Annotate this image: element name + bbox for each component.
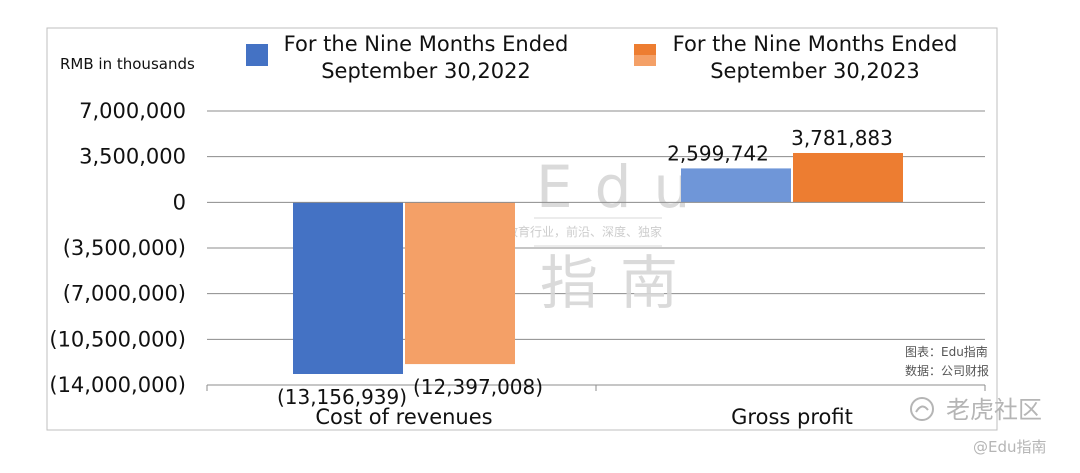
category-label: Cost of revenues <box>315 405 492 429</box>
data-labels: (13,156,939) (12,397,008) 2,599,742 3,781,8… <box>277 126 893 409</box>
bar <box>293 202 403 375</box>
legend-swatch-2022 <box>246 44 268 66</box>
y-tick-label: (10,500,000) <box>49 327 186 351</box>
watermark-edu: Edu <box>536 153 712 221</box>
legend-swatch-2023-bottom <box>634 55 656 66</box>
brand-logo-icon <box>910 397 934 421</box>
source-note-line2: 数据：公司财报 <box>905 363 989 378</box>
bar <box>681 168 791 203</box>
legend-label-2022-line1: For the Nine Months Ended <box>284 32 569 56</box>
chart-frame <box>46 27 998 431</box>
brand-logo-swirl <box>915 405 929 413</box>
data-label: 3,781,883 <box>791 126 893 150</box>
data-label: (13,156,939) <box>277 385 407 409</box>
y-axis: 7,000,000 3,500,000 0 (3,500,000) (7,000,000… <box>49 99 186 397</box>
unit-label: RMB in thousands <box>60 55 195 73</box>
brand-mark: 老虎社区 @Edu指南 <box>910 396 1047 456</box>
y-tick-label: 3,500,000 <box>79 145 186 169</box>
bar <box>405 202 515 365</box>
data-label: 2,599,742 <box>667 141 769 165</box>
bars <box>293 152 903 375</box>
legend-swatch-2023-top <box>634 44 656 55</box>
category-labels: Cost of revenues Gross profit <box>315 405 852 429</box>
brand-name: 老虎社区 <box>946 396 1042 424</box>
legend: For the Nine Months Ended September 30,2… <box>246 32 957 83</box>
brand-handle: @Edu指南 <box>973 438 1047 456</box>
legend-label-2022-line2: September 30,2022 <box>321 59 531 83</box>
legend-label-2023-line1: For the Nine Months Ended <box>673 32 958 56</box>
watermark: Edu 教育行业，前沿、深度、独家 指南 <box>506 153 712 317</box>
y-tick-label: 0 <box>173 190 186 214</box>
data-label: (12,397,008) <box>413 375 543 399</box>
bar <box>793 152 903 203</box>
category-label: Gross profit <box>731 405 853 429</box>
y-tick-label: 7,000,000 <box>79 99 186 123</box>
watermark-zhinan: 指南 <box>540 249 700 317</box>
y-tick-label: (14,000,000) <box>49 373 186 397</box>
source-note-line1: 图表：Edu指南 <box>905 344 988 359</box>
y-tick-label: (7,000,000) <box>63 282 186 306</box>
legend-label-2023-line2: September 30,2023 <box>710 59 920 83</box>
y-tick-label: (3,500,000) <box>63 236 186 260</box>
watermark-tagline: 教育行业，前沿、深度、独家 <box>506 224 662 239</box>
